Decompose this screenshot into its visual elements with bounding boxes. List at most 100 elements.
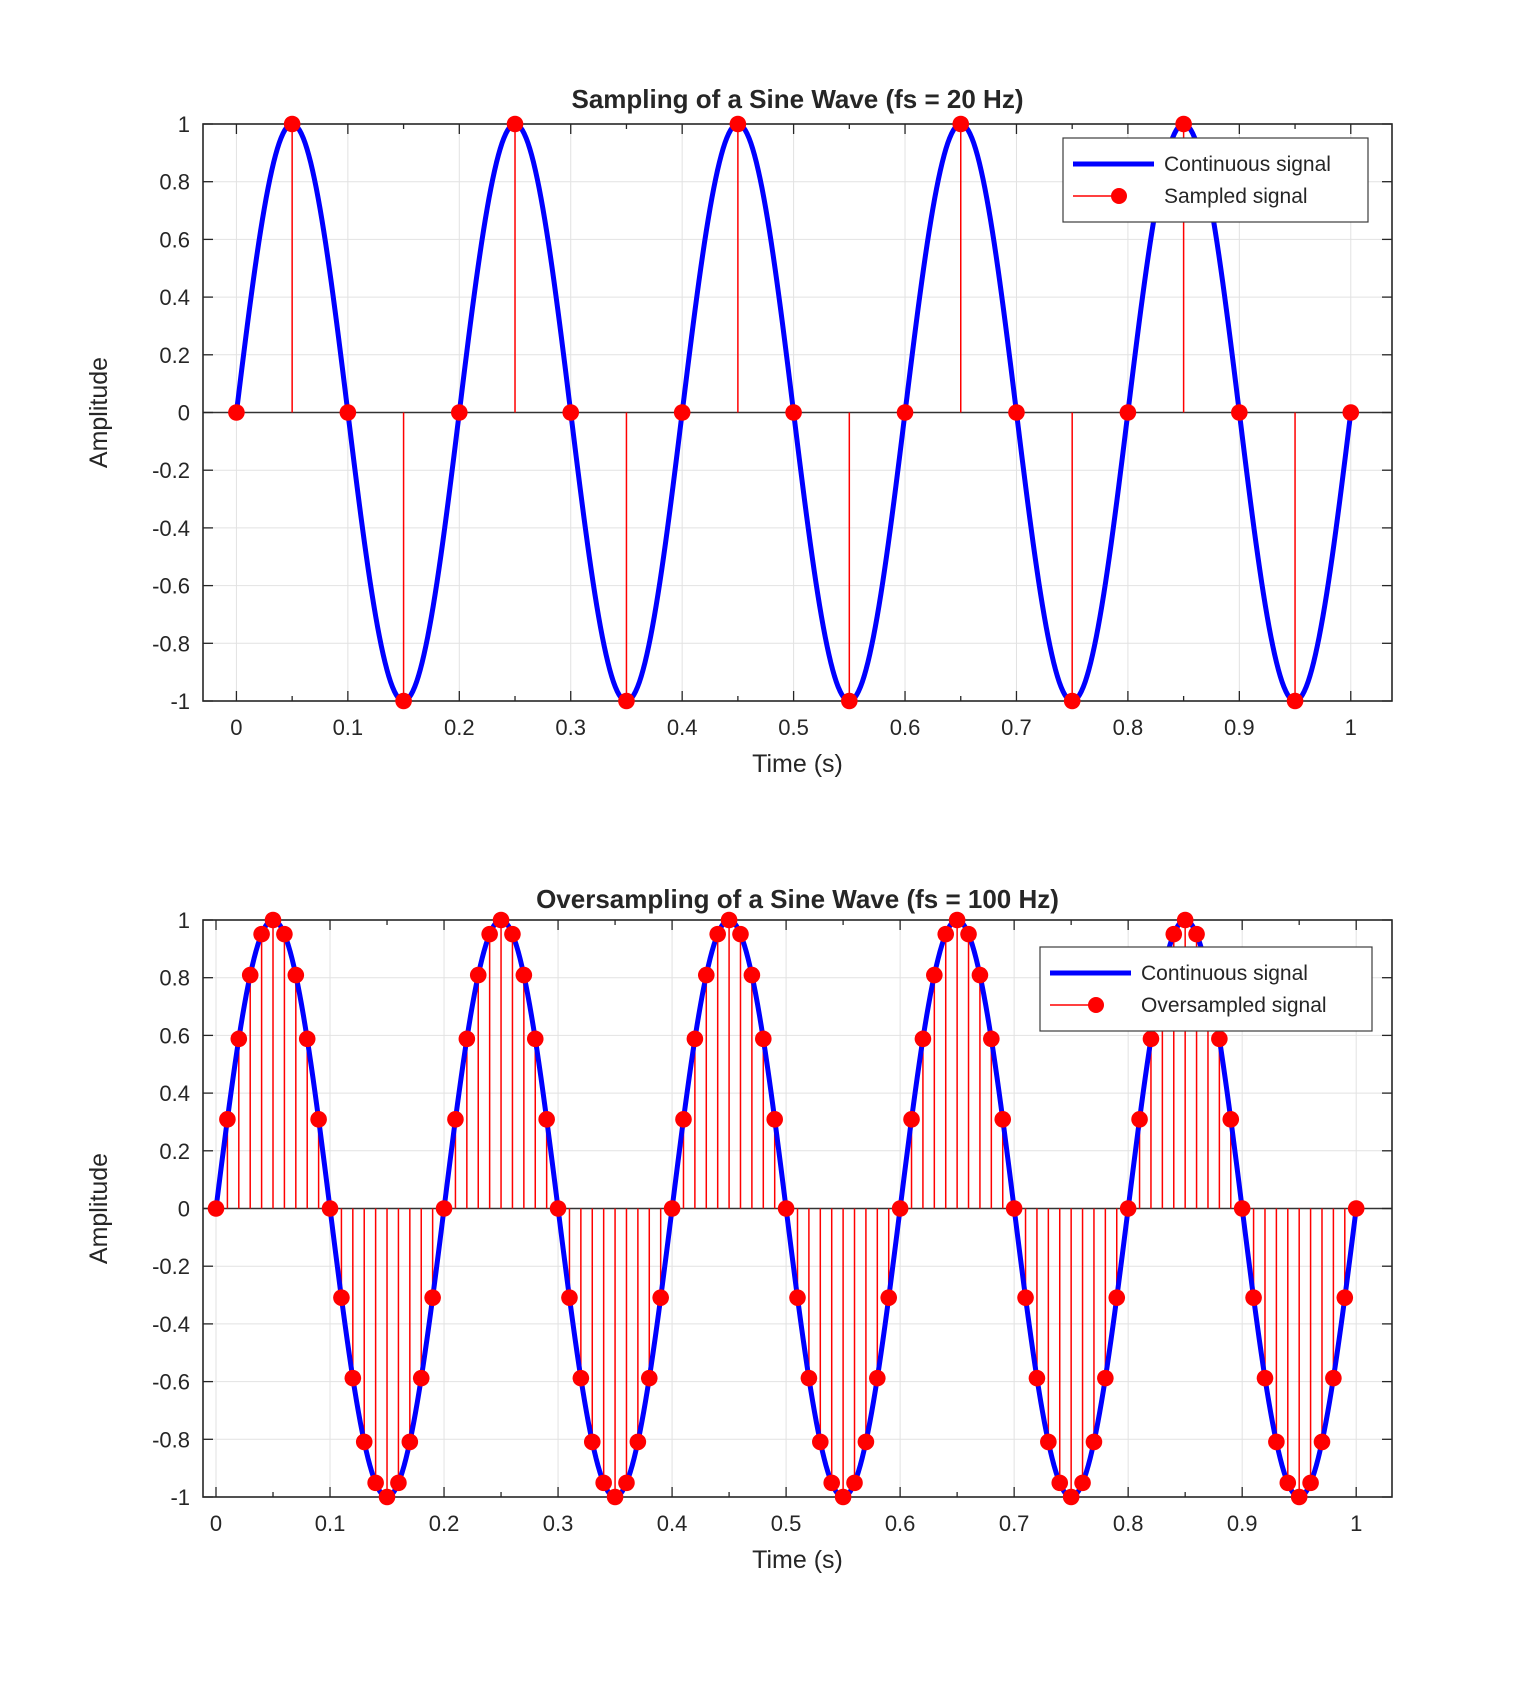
- legend-label: Continuous signal: [1164, 153, 1331, 176]
- sample-marker: [1008, 404, 1025, 421]
- sample-marker: [709, 925, 726, 943]
- legend-label: Oversampled signal: [1141, 994, 1327, 1017]
- sample-marker: [903, 1111, 920, 1128]
- y-tick-label: 0: [178, 401, 190, 426]
- x-tick-label: 0: [230, 715, 242, 740]
- sample-marker: [1233, 1200, 1251, 1217]
- y-tick-label: -0.6: [152, 574, 190, 599]
- y-axis-label: Amplitude: [85, 357, 113, 468]
- sample-marker: [1142, 1030, 1160, 1048]
- sample-marker: [1342, 404, 1360, 421]
- sample-marker: [823, 1474, 841, 1492]
- sample-marker: [1063, 692, 1081, 710]
- sample-marker: [283, 115, 301, 133]
- sample-marker: [595, 1474, 612, 1492]
- x-tick-label: 0.2: [444, 715, 475, 740]
- x-axis-label: Time (s): [752, 1546, 843, 1574]
- y-tick-label: 0.4: [159, 1081, 190, 1106]
- sample-marker: [754, 1030, 772, 1048]
- sample-marker: [1176, 911, 1194, 929]
- sample-marker: [846, 1474, 863, 1492]
- sample-marker: [812, 1433, 829, 1451]
- legend-stem-marker: [1088, 997, 1104, 1013]
- sample-marker: [720, 911, 738, 929]
- x-tick-label: 0.4: [657, 1511, 688, 1536]
- sample-marker: [697, 966, 715, 984]
- sample-marker: [1245, 1289, 1262, 1306]
- legend-box: [1062, 137, 1369, 223]
- chart-sampling-20hz: 0 0.1 0.2 0.3 0.4 0.5 0.6 0.7 0.8 0.9 1 -1 -0.8 -0.6-…: [0, 0, 1536, 790]
- sample-marker: [1286, 692, 1304, 710]
- chart-title: Oversampling of a Sine Wave (fs = 100 Hz…: [536, 884, 1059, 914]
- sample-marker: [732, 925, 749, 943]
- y-tick-label: 0.6: [159, 227, 190, 252]
- sample-marker: [914, 1030, 932, 1048]
- sample-marker: [800, 1369, 818, 1387]
- sample-marker: [1028, 1369, 1046, 1387]
- sample-marker: [652, 1289, 669, 1306]
- sample-marker: [937, 925, 955, 943]
- sample-marker: [729, 115, 747, 133]
- sample-marker: [1175, 115, 1192, 133]
- sample-marker: [1005, 1200, 1023, 1217]
- sample-marker: [1347, 1200, 1365, 1217]
- sample-marker: [1222, 1111, 1240, 1128]
- x-tick-label: 0.5: [771, 1511, 802, 1536]
- sample-marker: [1119, 404, 1137, 421]
- sample-marker: [504, 925, 521, 943]
- sample-marker: [1268, 1433, 1285, 1451]
- x-axis-label: Time (s): [752, 750, 843, 778]
- sample-marker: [435, 1200, 453, 1217]
- sample-marker: [1119, 1200, 1137, 1217]
- sample-marker: [1256, 1369, 1274, 1387]
- sample-marker: [1062, 1488, 1080, 1506]
- legend: Continuous signal Sampled signal: [1062, 137, 1369, 223]
- sample-marker: [469, 966, 487, 984]
- sample-markers: [228, 115, 1360, 710]
- sample-marker: [230, 1030, 248, 1048]
- sample-marker: [606, 1488, 624, 1506]
- y-tick-label: -0.2: [152, 458, 190, 483]
- y-tick-label: 0.2: [159, 1139, 190, 1164]
- sample-marker: [675, 1111, 692, 1128]
- x-tick-label: 0.3: [555, 715, 586, 740]
- x-tick-label: 0.7: [1001, 715, 1032, 740]
- sample-marker: [926, 966, 943, 984]
- sample-marker: [526, 1030, 544, 1048]
- y-tick-label: 1: [178, 112, 190, 137]
- sample-marker: [333, 1289, 350, 1306]
- sample-marker: [562, 404, 580, 421]
- sample-marker: [276, 925, 293, 943]
- sample-marker: [1097, 1369, 1114, 1387]
- y-tick-label: -0.8: [152, 1427, 190, 1452]
- sample-marker: [834, 1488, 852, 1506]
- sample-marker: [1211, 1030, 1228, 1048]
- y-tick-label: -1: [170, 1485, 190, 1510]
- sample-marker: [253, 925, 270, 943]
- sample-marker: [321, 1200, 339, 1217]
- sample-marker: [492, 911, 510, 929]
- sample-marker: [458, 1030, 476, 1048]
- sample-marker: [1017, 1289, 1034, 1306]
- x-tick-label: 1: [1350, 1511, 1362, 1536]
- sample-marker: [310, 1111, 327, 1128]
- x-tick-label: 0.5: [778, 715, 809, 740]
- sample-marker: [1336, 1289, 1354, 1306]
- sample-marker: [789, 1289, 806, 1306]
- sample-marker: [618, 692, 635, 710]
- x-tick-label: 0: [210, 1511, 222, 1536]
- sample-marker: [515, 966, 533, 984]
- y-tick-label: 0: [178, 1197, 190, 1222]
- sample-marker: [686, 1030, 704, 1048]
- sample-marker: [1313, 1433, 1331, 1451]
- sample-marker: [1302, 1474, 1319, 1492]
- sample-marker: [287, 966, 305, 984]
- y-tick-label: 0.8: [159, 966, 190, 991]
- x-tick-label: 0.1: [333, 715, 364, 740]
- legend-label: Continuous signal: [1141, 962, 1308, 985]
- x-tick-label: 0.4: [667, 715, 698, 740]
- sample-marker: [743, 966, 761, 984]
- sample-marker: [481, 925, 498, 943]
- sample-marker: [395, 692, 412, 710]
